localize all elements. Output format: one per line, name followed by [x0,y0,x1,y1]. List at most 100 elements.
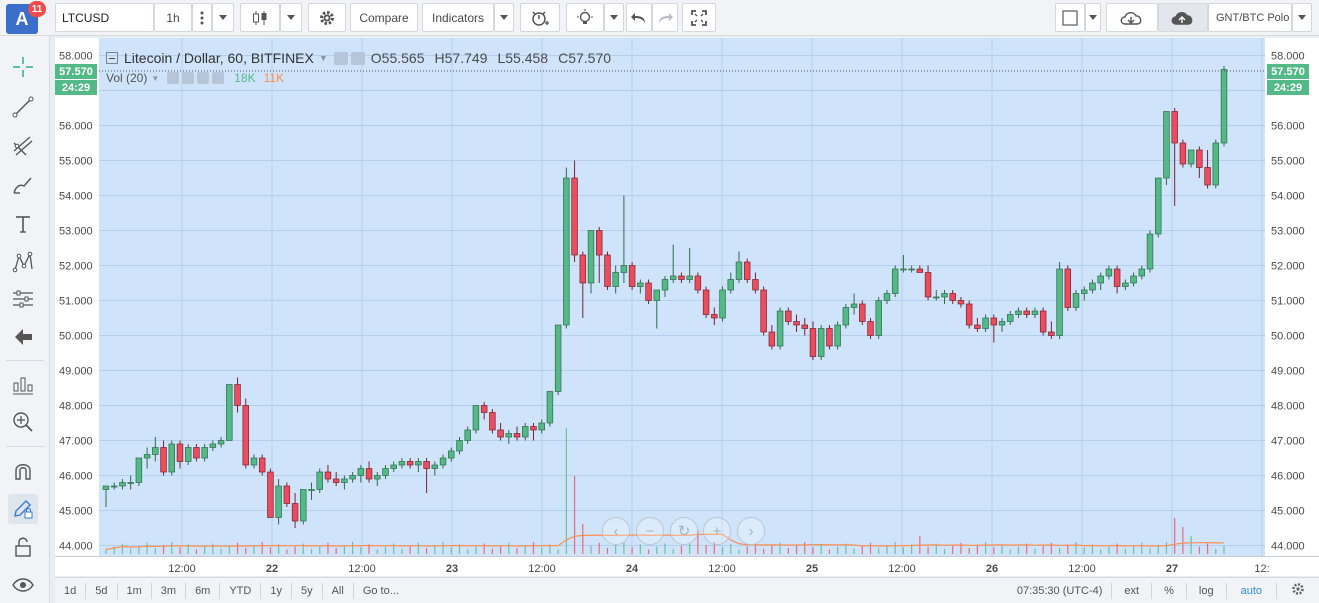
chart-style-dropdown[interactable] [280,3,302,32]
range-button-1y[interactable]: 1y [270,584,282,597]
candle-body [1179,142,1187,165]
volume-bar [162,545,165,554]
collapse-icon[interactable] [106,52,118,64]
pattern-tool[interactable] [8,247,38,277]
interval-more-icon[interactable] [192,3,212,32]
chart-settings-button[interactable] [1277,582,1319,599]
bottom-toolbar: 1d 5d 1m 3m 6m YTD 1y 5y All Go to... 07:35:30 (… [55,577,1319,603]
price-tick-left: 47.000 [59,436,93,448]
gear-icon[interactable] [350,51,365,65]
candle [719,286,726,322]
zoom-out-button[interactable]: − [636,517,664,545]
fib-tool[interactable] [8,131,38,161]
open-label: O [370,50,382,66]
close-icon[interactable] [212,72,225,84]
range-button-all[interactable]: All [331,584,344,597]
volume-bar [261,542,263,554]
candle [365,461,373,483]
refresh-icon: ↻ [677,523,691,540]
volume-bar [368,544,370,554]
measure-tool[interactable] [8,370,38,400]
auto-toggle[interactable]: auto [1240,584,1262,597]
chevron-down-icon[interactable]: ▼ [318,53,328,63]
time-axis[interactable] [55,556,1319,576]
candle-body [596,230,603,256]
candle [1015,307,1022,318]
visibility-tool[interactable] [8,570,38,600]
scroll-left-button[interactable]: ‹ [602,517,630,545]
ext-toggle[interactable]: ext [1124,584,1140,597]
plus-icon: + [712,522,722,540]
chart-style-button[interactable] [240,3,280,32]
chevron-down-icon [1298,15,1306,20]
price-tick-right: 55.000 [1271,156,1305,168]
candle-body [1081,289,1088,294]
settings-icon[interactable] [333,51,348,65]
candle-body [102,485,110,490]
saved-layout-dropdown[interactable] [1292,3,1312,32]
indicators-dropdown[interactable] [494,3,514,32]
reset-chart-button[interactable]: ↻ [670,517,698,545]
volume-bar [1108,546,1110,554]
layout-dropdown[interactable] [1085,3,1101,32]
range-button-1m[interactable]: 1m [126,584,142,597]
interval-button[interactable]: 1h [154,3,192,32]
alert-button[interactable] [520,3,560,32]
volume-value-b: 11K [263,71,285,85]
save-chart-button[interactable] [1158,3,1208,32]
percent-toggle[interactable]: % [1164,584,1174,597]
saved-layout-button[interactable]: GNT/BTC Polo [1208,3,1292,32]
settings-button[interactable] [308,3,346,32]
volume-bar [195,549,198,554]
candle-body [341,478,348,483]
arrow-left-icon [15,329,32,345]
range-button-3m[interactable]: 3m [160,584,177,597]
undo-button[interactable] [626,3,652,32]
volume-ma-line [105,533,1225,551]
scroll-right-button[interactable]: › [737,517,765,545]
hide-toolbar-button[interactable] [8,322,38,352]
prediction-tool[interactable] [8,284,38,314]
volume-bar [902,547,904,554]
log-toggle[interactable]: log [1198,584,1214,597]
time-tick: 12:00 [528,563,556,575]
crosshair-tool[interactable] [8,52,38,82]
unlock-tool[interactable] [8,532,38,562]
candle [571,160,578,262]
divider [321,582,323,599]
volume-bar [598,542,600,554]
range-button-5y[interactable]: 5y [300,584,313,597]
lock-drawings-tool[interactable] [8,494,38,524]
zoom-tool[interactable] [8,407,38,437]
redo-button[interactable] [652,3,678,32]
zoom-in-button[interactable]: + [703,517,731,545]
load-chart-button[interactable] [1106,3,1158,32]
chevron-down-icon[interactable]: ▼ [151,73,160,83]
clock-label[interactable]: 07:35:30 (UTC-4) [1016,584,1103,597]
range-button-6m[interactable]: 6m [195,584,211,597]
price-axis[interactable] [1265,38,1319,576]
brush-tool[interactable] [8,170,38,200]
layout-button[interactable] [1055,3,1085,32]
plus-icon[interactable] [197,72,210,84]
interval-dropdown[interactable] [212,3,234,32]
text-tool[interactable] [8,209,38,239]
ideas-dropdown[interactable] [604,3,624,32]
compare-button[interactable]: Compare [350,3,418,32]
range-button-5d[interactable]: 5d [95,584,108,597]
candle [669,244,677,283]
trendline-tool[interactable] [8,92,38,122]
volume-value-a: 18K [234,71,256,85]
eye-icon[interactable] [167,72,180,84]
goto-button[interactable]: Go to... [362,584,399,597]
candle [908,265,915,273]
symbol-search-input[interactable]: LTCUSD [55,3,154,32]
range-button-ytd[interactable]: YTD [229,584,252,597]
volume-bar [187,544,189,554]
settings-icon[interactable] [182,72,195,84]
magnet-tool[interactable] [8,456,38,486]
range-button-1d[interactable]: 1d [64,584,77,597]
fullscreen-button[interactable] [682,3,716,32]
ideas-button[interactable] [566,3,604,32]
indicators-button[interactable]: Indicators [422,3,494,32]
